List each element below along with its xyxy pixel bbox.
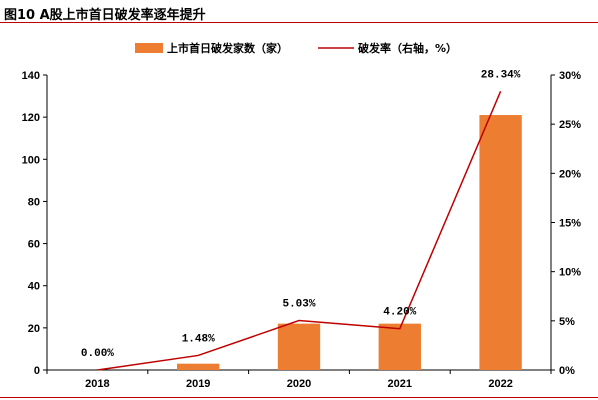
legend-line-label: 破发率（右轴，%） xyxy=(358,41,457,55)
data-labels: 0.00% 1.48% 5.03% 4.20% 28.34% xyxy=(81,69,521,360)
left-tick-label: 80 xyxy=(28,196,40,208)
line-breakrate xyxy=(97,91,502,371)
x-tick-label: 2018 xyxy=(85,378,109,390)
data-label-2020: 5.03% xyxy=(282,299,315,311)
data-label-2022: 28.34% xyxy=(481,69,521,81)
bar-2021 xyxy=(378,323,421,370)
left-tick-label: 140 xyxy=(22,70,40,82)
top-rule xyxy=(0,22,598,23)
left-tick-label: 40 xyxy=(28,281,40,293)
right-tick-label: 10% xyxy=(559,267,581,279)
bars xyxy=(177,115,522,371)
bar-2020 xyxy=(277,323,321,370)
x-tick-label: 2021 xyxy=(388,378,412,390)
left-tick-label: 0 xyxy=(34,365,40,377)
right-tick-label: 20% xyxy=(559,168,581,180)
right-tick-label: 0% xyxy=(559,365,575,377)
right-tick-label: 25% xyxy=(559,119,581,131)
data-label-2018: 0.00% xyxy=(81,348,114,360)
data-label-2019: 1.48% xyxy=(182,333,215,345)
x-tick-label: 2020 xyxy=(287,378,311,390)
legend-bar-label: 上市首日破发家数（家） xyxy=(167,41,288,55)
legend: 上市首日破发家数（家） 破发率（右轴，%） xyxy=(135,41,457,55)
bar-2022 xyxy=(479,115,522,371)
left-tick-label: 20 xyxy=(28,323,40,335)
data-label-2021: 4.20% xyxy=(383,307,416,319)
x-tick-label: 2019 xyxy=(186,378,210,390)
right-tick-label: 30% xyxy=(559,70,581,82)
line-series xyxy=(97,91,502,371)
x-tick-label: 2022 xyxy=(488,378,512,390)
right-tick-label: 5% xyxy=(559,316,575,328)
right-tick-label: 15% xyxy=(559,218,581,230)
left-tick-label: 100 xyxy=(22,154,40,166)
left-tick-label: 60 xyxy=(28,239,40,251)
figure-title: 图10 A股上市首日破发率逐年提升 xyxy=(4,8,206,23)
legend-bar-swatch xyxy=(135,43,163,53)
bottom-rule xyxy=(0,397,598,398)
left-tick-label: 120 xyxy=(22,112,40,124)
bar-2019 xyxy=(177,363,220,370)
